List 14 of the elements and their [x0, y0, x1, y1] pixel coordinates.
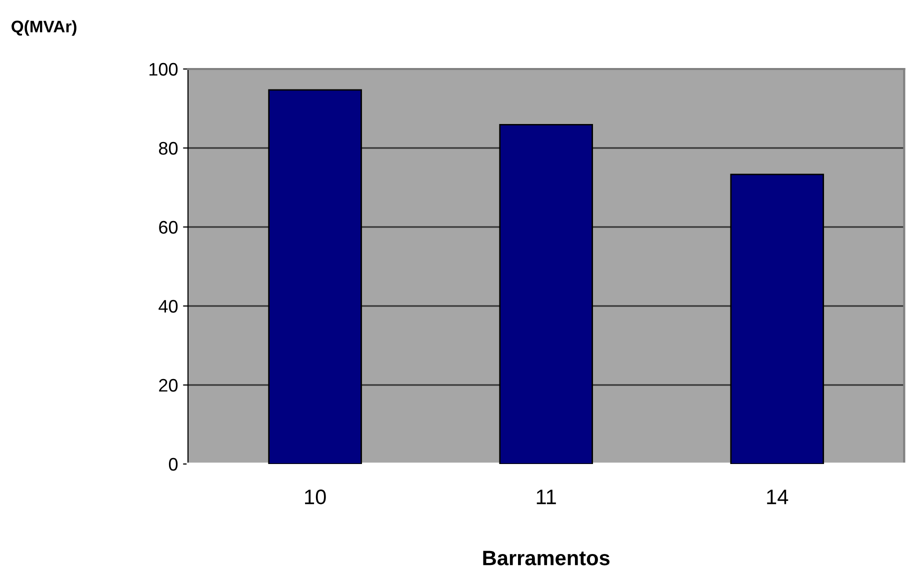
- y-tick-label: 0: [168, 458, 178, 471]
- x-axis-title: Barramentos: [483, 550, 610, 566]
- y-tick-label: 80: [158, 142, 178, 155]
- bar: [730, 174, 824, 464]
- y-tick-label: 20: [159, 378, 178, 392]
- x-tick-label: 11: [536, 490, 556, 504]
- x-tick-label: 10: [305, 490, 326, 504]
- y-tick-label: 40: [158, 300, 178, 313]
- y-tick-label: 100: [150, 62, 178, 76]
- x-tick-label: 14: [767, 490, 788, 504]
- y-axis-title: Q(MVAr): [12, 20, 76, 36]
- y-tick-label: 60: [159, 220, 178, 234]
- bar: [499, 124, 593, 464]
- bar: [268, 89, 362, 464]
